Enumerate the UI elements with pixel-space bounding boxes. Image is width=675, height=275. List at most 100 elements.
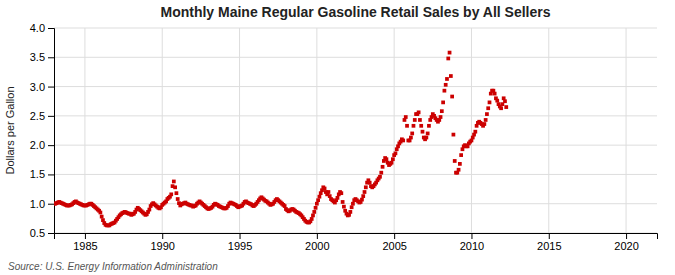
point [315,202,319,206]
tick-label: 1.5 [30,168,45,180]
tick-mark [394,233,395,239]
point [413,118,417,122]
tick-mark [48,116,54,117]
point [360,198,364,202]
source-note: Source: U.S. Energy Information Administ… [8,261,218,272]
point [504,105,508,109]
point [410,132,414,136]
tick: 2010 [460,233,484,252]
point [318,195,322,199]
point [459,153,463,157]
point [419,124,423,128]
tick-label: 1.0 [30,198,45,210]
tick-label: 4.0 [30,22,45,34]
point [427,124,431,128]
tick-label: 2010 [460,240,484,252]
point [169,192,173,196]
point [486,106,490,110]
point [409,136,413,140]
point [449,74,453,78]
point [444,83,448,87]
point [421,130,425,134]
point [310,217,314,221]
tick-label: 3.5 [30,51,45,63]
grid-line-y [54,28,657,29]
tick-mark [549,233,550,239]
tick-label: 0.5 [30,227,45,239]
point [368,181,372,185]
point [311,214,315,218]
point [316,198,320,202]
tick-label: 2000 [305,240,329,252]
point [448,51,452,55]
tick: 1.5 [30,168,54,180]
point [412,124,416,128]
point [336,196,340,200]
tick: 2.0 [30,139,54,151]
grid-line-x [84,28,85,233]
tick-mark [240,233,241,239]
point [341,200,345,204]
point [493,92,497,96]
grid [54,28,657,233]
y-axis-label: Dollars per Gallon [4,86,16,174]
point [379,171,383,175]
point [417,110,421,114]
y-axis: 0.5 1.0 1.5 2.0 2.5 3.0 3.5 4.0 [30,22,55,239]
point [488,101,492,105]
point [390,161,394,165]
point [452,133,456,137]
point [350,205,354,209]
points [54,51,508,228]
tick-label: 3.0 [30,81,45,93]
tick-label: 1995 [228,240,252,252]
point [175,191,179,195]
tick: 0.5 [30,227,54,239]
point [363,190,367,194]
point [439,115,443,119]
tick: 3.5 [30,51,54,63]
tick-mark [317,233,318,239]
tick: 1.0 [30,198,54,210]
grid-line-y [54,145,657,146]
point [172,180,176,184]
tick-label: 1990 [150,240,174,252]
tick: 3.0 [30,81,54,93]
point [327,190,331,194]
grid-line-y [54,115,657,116]
point [342,205,346,209]
point [424,136,428,140]
point [394,151,398,155]
tick-mark [48,28,54,29]
tick: 2015 [537,233,561,252]
tick-mark [48,87,54,88]
point [99,211,103,215]
tick-mark [48,174,54,175]
point [418,118,422,122]
point [458,162,462,166]
grid-line-x [239,28,240,233]
tick-label: 2015 [537,240,561,252]
x-axis: 19851990199520002005201020152020 [55,233,658,252]
point [485,112,489,116]
tick: 2000 [305,233,329,252]
tick: 2005 [382,233,406,252]
tick-label: 2005 [382,240,406,252]
point [503,99,507,103]
tick: 2.5 [30,110,54,122]
point [100,215,104,219]
grid-line-y [54,174,657,175]
point [312,210,316,214]
plot: 198519901995200020052010201520200.51.01.… [30,22,658,252]
point [348,210,352,214]
tick-mark [48,57,54,58]
grid-line-x [626,28,627,233]
tick-mark [48,233,54,234]
axis-line [48,29,55,234]
point [401,139,405,143]
point [381,165,385,169]
grid-line-x [471,28,472,233]
axis-line [55,234,658,240]
tick-mark [48,145,54,146]
tick-label: 2.5 [30,110,45,122]
